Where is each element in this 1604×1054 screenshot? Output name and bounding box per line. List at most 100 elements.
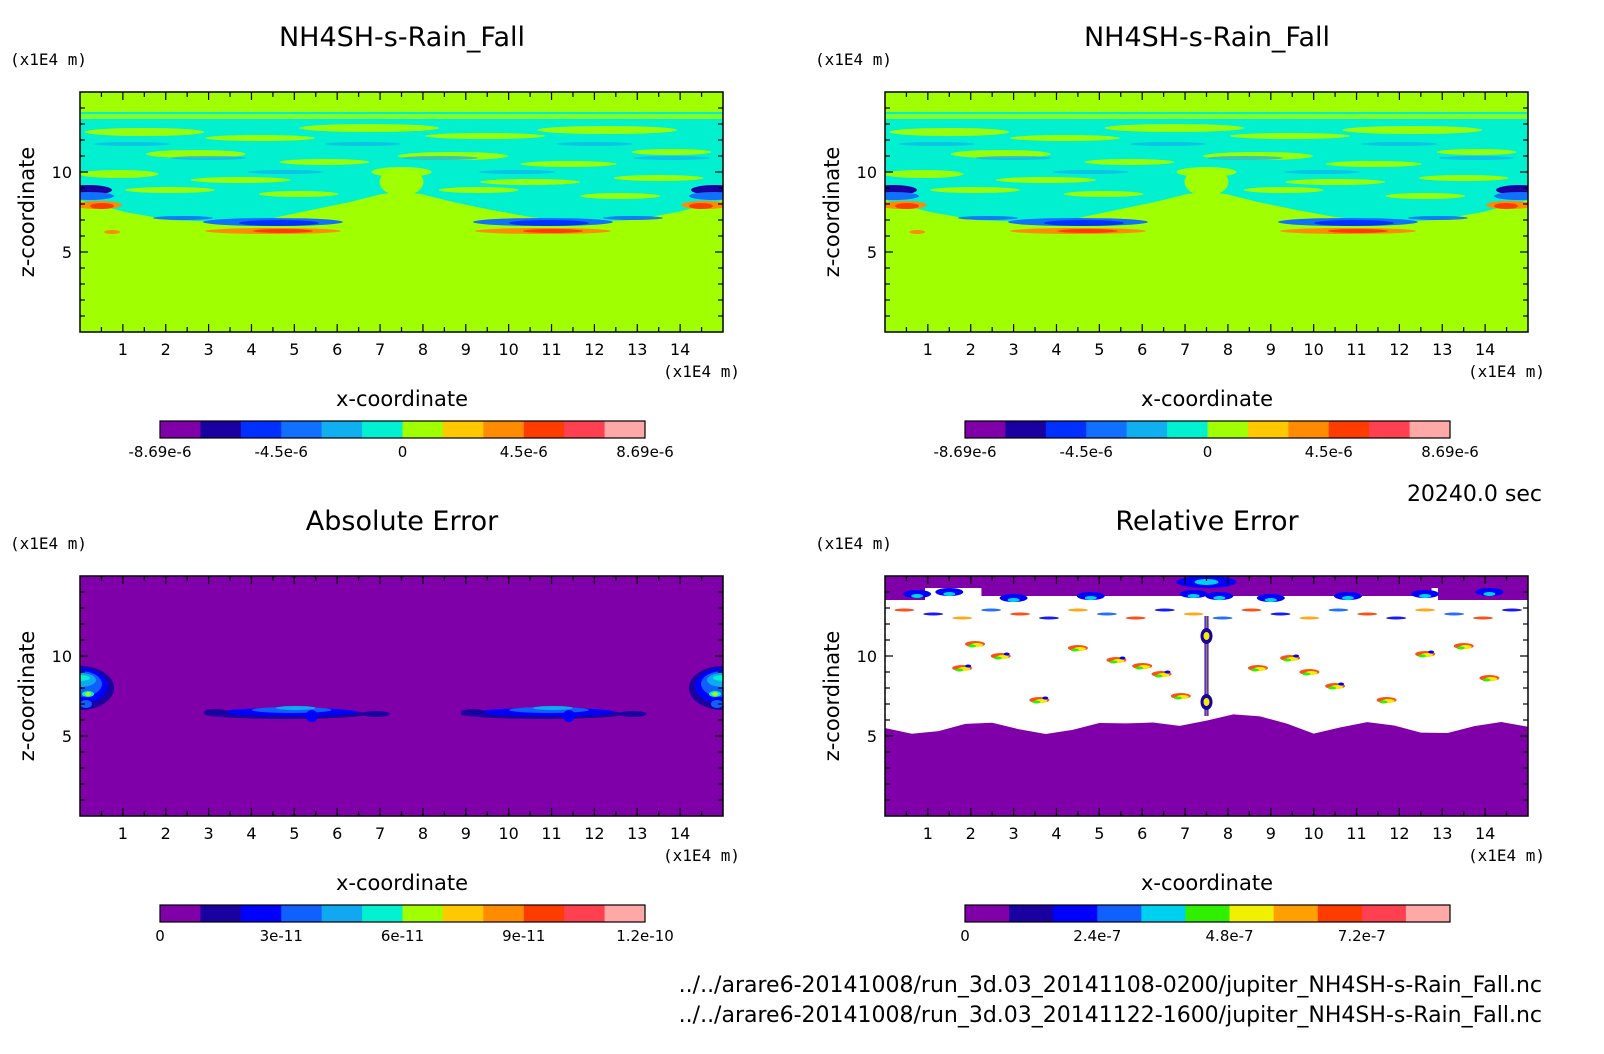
colorbar-swatch [402, 421, 444, 438]
colorbar-label: -4.5e-6 [255, 443, 308, 461]
x-tick-label: 5 [289, 824, 299, 843]
y-tick-label: 5 [62, 727, 72, 746]
x-axis-label: x-coordinate [336, 871, 468, 895]
colorbar-label: 4.5e-6 [1305, 443, 1353, 461]
colorbar-swatch [442, 905, 484, 922]
colorbar: -8.69e-6 -4.5e-6 0 4.5e-6 8.69e-6 [934, 420, 1479, 461]
panel-4: Relative Error(x1E4 m)1 2 3 4 5 6 7 8 9 10 11 12 13 1… [815, 506, 1545, 945]
y-unit-label: (x1E4 m) [10, 50, 87, 69]
colorbar-swatch [1247, 421, 1289, 438]
x-tick-label: 8 [1223, 824, 1233, 843]
contour-field [885, 92, 1528, 332]
colorbar-swatch [1369, 421, 1411, 438]
y-tick-label: 10 [52, 647, 72, 666]
colorbar-label: 0 [398, 443, 408, 461]
colorbar-swatch [1288, 421, 1330, 438]
colorbar-swatch [1126, 421, 1168, 438]
x-tick-label: 6 [332, 340, 342, 359]
x-tick-label: 7 [1180, 340, 1190, 359]
colorbar-label: 2.4e-7 [1073, 927, 1121, 945]
colorbar-swatch [1207, 421, 1249, 438]
time-label: 20240.0 sec [1407, 482, 1542, 507]
colorbar-label: 8.69e-6 [1421, 443, 1479, 461]
x-tick-label: 2 [966, 824, 976, 843]
colorbar-swatch [321, 421, 363, 438]
x-tick-label: 9 [461, 824, 471, 843]
x-tick-label: 3 [204, 824, 214, 843]
colorbar-label: 7.2e-7 [1338, 927, 1386, 945]
colorbar-label: 3e-11 [260, 927, 303, 945]
y-tick-label: 10 [52, 163, 72, 182]
x-tick-label: 13 [627, 824, 647, 843]
x-tick-label: 4 [1051, 340, 1061, 359]
x-tick-label: 12 [1389, 340, 1409, 359]
colorbar-swatch [281, 421, 323, 438]
x-tick-label: 10 [498, 824, 518, 843]
colorbar-swatch [604, 905, 646, 922]
colorbar-swatch [362, 421, 403, 438]
colorbar-swatch [965, 421, 1006, 438]
y-tick-label: 10 [857, 647, 877, 666]
colorbar-swatch [321, 905, 363, 922]
contour-field [80, 92, 723, 332]
colorbar-swatch [965, 905, 1010, 922]
colorbar: 0 3e-11 6e-11 9e-11 1.2e-10 [155, 904, 674, 945]
x-tick-label: 4 [246, 824, 256, 843]
panel-title: Absolute Error [306, 506, 499, 537]
colorbar-label: -4.5e-6 [1060, 443, 1113, 461]
colorbar-label: 9e-11 [502, 927, 545, 945]
x-tick-label: 13 [627, 340, 647, 359]
colorbar-swatch [160, 421, 201, 438]
colorbar-swatch [402, 905, 444, 922]
colorbar-swatch [1053, 905, 1098, 922]
x-unit-label: (x1E4 m) [663, 362, 740, 381]
x-tick-label: 6 [1137, 824, 1147, 843]
x-tick-label: 9 [1266, 340, 1276, 359]
y-tick-label: 5 [62, 243, 72, 262]
y-axis-label: z-coordinate [15, 147, 39, 278]
colorbar-swatch [1273, 905, 1319, 922]
x-tick-label: 14 [670, 340, 690, 359]
x-tick-label: 8 [418, 824, 428, 843]
x-unit-label: (x1E4 m) [1468, 362, 1545, 381]
y-axis-label: z-coordinate [15, 631, 39, 762]
panel-3: Absolute Error(x1E4 m)1 2 3 4 5 6 7 8 9 10 11 12 13 1… [10, 506, 740, 945]
colorbar-swatch [604, 421, 646, 438]
y-axis-label: z-coordinate [820, 631, 844, 762]
colorbar-swatch [564, 421, 606, 438]
colorbar-swatch [1005, 421, 1047, 438]
x-tick-label: 3 [1009, 824, 1019, 843]
panel-title: NH4SH-s-Rain_Fall [1084, 22, 1330, 53]
x-tick-label: 5 [289, 340, 299, 359]
colorbar-swatch [483, 421, 525, 438]
y-axis-label: z-coordinate [820, 147, 844, 278]
colorbar-label: 4.5e-6 [500, 443, 548, 461]
x-tick-label: 10 [498, 340, 518, 359]
x-tick-label: 1 [923, 340, 933, 359]
y-unit-label: (x1E4 m) [10, 534, 87, 553]
y-tick-label: 5 [867, 727, 877, 746]
colorbar-swatch [240, 421, 282, 438]
x-tick-label: 14 [670, 824, 690, 843]
file-path-1: ../../arare6-20141008/run_3d.03_20141108… [679, 973, 1542, 998]
x-tick-label: 1 [118, 340, 128, 359]
colorbar-swatch [523, 421, 565, 438]
x-tick-label: 2 [966, 340, 976, 359]
x-tick-label: 14 [1475, 340, 1495, 359]
colorbar-label: 1.2e-10 [616, 927, 674, 945]
x-tick-label: 8 [418, 340, 428, 359]
colorbar-swatch [1229, 905, 1275, 922]
colorbar-label: 0 [960, 927, 970, 945]
x-axis-label: x-coordinate [336, 387, 468, 411]
x-axis-label: x-coordinate [1141, 387, 1273, 411]
x-tick-label: 7 [375, 824, 385, 843]
colorbar-swatch [1328, 421, 1370, 438]
colorbar-label: -8.69e-6 [934, 443, 997, 461]
colorbar-swatch [1167, 421, 1208, 438]
x-tick-label: 6 [332, 824, 342, 843]
colorbar-swatch [1009, 905, 1054, 922]
x-tick-label: 3 [1009, 340, 1019, 359]
x-tick-label: 9 [1266, 824, 1276, 843]
colorbar: 0 2.4e-7 4.8e-7 7.2e-7 [960, 904, 1451, 945]
x-unit-label: (x1E4 m) [663, 846, 740, 865]
